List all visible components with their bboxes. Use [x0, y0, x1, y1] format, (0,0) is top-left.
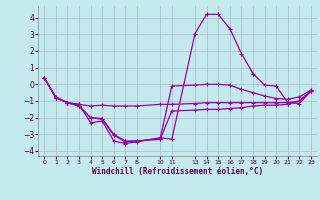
X-axis label: Windchill (Refroidissement éolien,°C): Windchill (Refroidissement éolien,°C): [92, 167, 263, 176]
